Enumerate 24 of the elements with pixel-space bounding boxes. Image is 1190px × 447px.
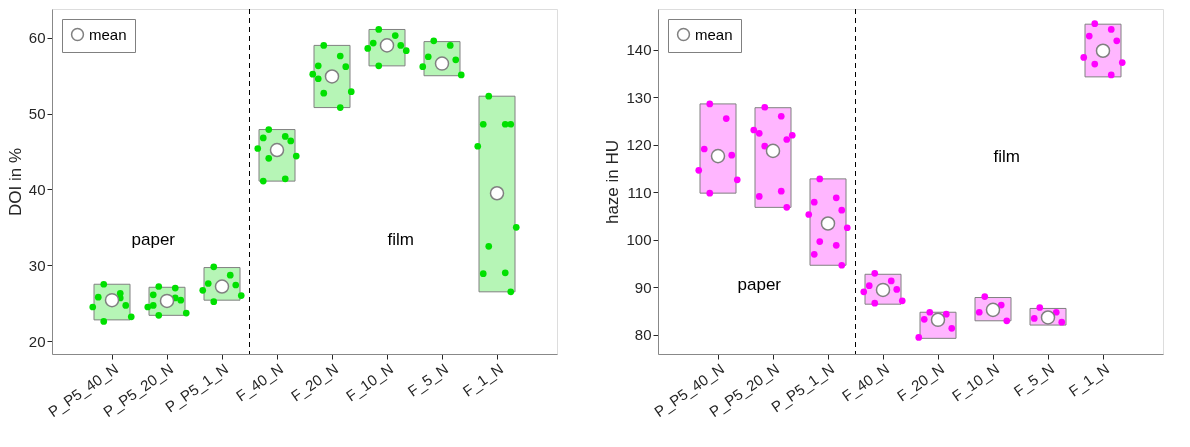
y-tick-label: 20 — [28, 332, 46, 350]
annotation: film — [387, 230, 414, 250]
annotation: paper — [737, 275, 782, 294]
bar — [699, 103, 737, 194]
y-tick-label: 120 — [626, 136, 652, 154]
y-tick-label: 130 — [626, 88, 652, 106]
y-tick-label: 30 — [28, 256, 46, 274]
annotation: paper — [131, 230, 176, 250]
y-axis-title: DOI in % — [5, 147, 25, 217]
y-tick-label: 90 — [634, 278, 652, 296]
legend-label: mean — [89, 25, 127, 43]
annotation: film — [993, 147, 1020, 167]
y-tick-label: 80 — [634, 326, 652, 344]
legend-label: mean — [695, 25, 733, 43]
y-tick-label: 50 — [28, 105, 46, 123]
y-tick-label: 60 — [28, 29, 46, 47]
y-tick-label: 140 — [626, 41, 652, 59]
bar — [478, 95, 516, 293]
y-tick-label: 100 — [626, 231, 652, 249]
point — [489, 186, 505, 201]
y-tick-label: 110 — [627, 183, 652, 201]
point — [324, 69, 340, 84]
y-axis-title: haze in HU — [603, 139, 623, 225]
y-tick-label: 40 — [28, 180, 46, 198]
